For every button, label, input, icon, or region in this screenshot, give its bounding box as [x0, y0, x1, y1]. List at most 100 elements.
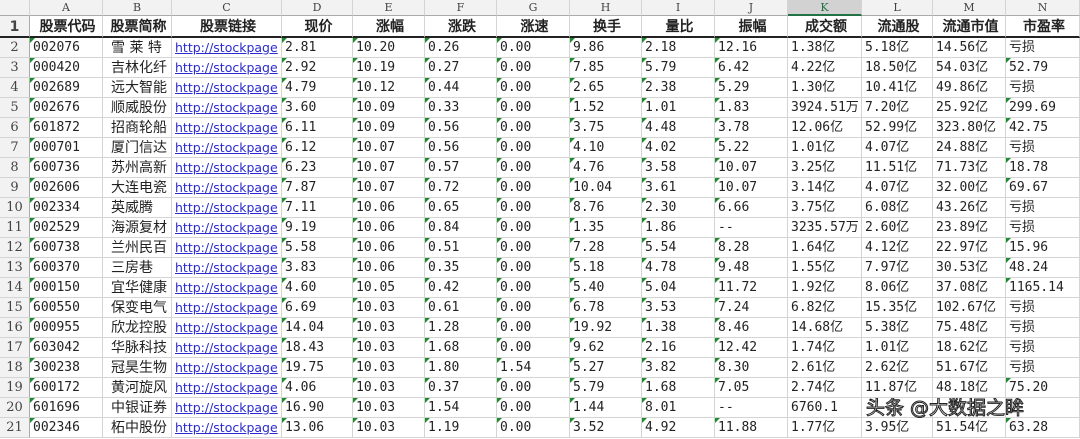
cell-I14[interactable]: 5.04	[642, 278, 715, 298]
cell-G18[interactable]: 1.54	[497, 358, 570, 378]
stock-link[interactable]: http://stockpage	[172, 58, 282, 78]
cell-G5[interactable]: 0.00	[497, 98, 570, 118]
column-header-L[interactable]: L	[862, 0, 933, 16]
cell-E5[interactable]: 10.09	[353, 98, 425, 118]
stock-link[interactable]: http://stockpage	[172, 258, 282, 278]
row-header-16[interactable]: 16	[0, 318, 30, 338]
cell-M7[interactable]: 24.88亿	[933, 138, 1006, 158]
cell-B17[interactable]: 华脉科技	[103, 338, 172, 358]
cell-N9[interactable]: 69.67	[1006, 178, 1080, 198]
cell-M21[interactable]: 51.54亿	[933, 418, 1006, 438]
cell-H2[interactable]: 9.86	[570, 38, 642, 58]
cell-G9[interactable]: 0.00	[497, 178, 570, 198]
cell-F7[interactable]: 0.56	[425, 138, 497, 158]
cell-F20[interactable]: 1.54	[425, 398, 497, 418]
cell-D10[interactable]: 7.11	[282, 198, 353, 218]
cell-D3[interactable]: 2.92	[282, 58, 353, 78]
cell-F13[interactable]: 0.35	[425, 258, 497, 278]
cell-N14[interactable]: 1165.14	[1006, 278, 1080, 298]
cell-B4[interactable]: 远大智能	[103, 78, 172, 98]
cell-D20[interactable]: 16.90	[282, 398, 353, 418]
cell-E2[interactable]: 10.20	[353, 38, 425, 58]
cell-K3[interactable]: 4.22亿	[788, 58, 862, 78]
stock-link[interactable]: http://stockpage	[172, 198, 282, 218]
cell-M3[interactable]: 54.03亿	[933, 58, 1006, 78]
cell-F18[interactable]: 1.80	[425, 358, 497, 378]
column-header-J[interactable]: J	[715, 0, 788, 16]
row-header-8[interactable]: 8	[0, 158, 30, 178]
stock-link[interactable]: http://stockpage	[172, 278, 282, 298]
cell-B20[interactable]: 中银证券	[103, 398, 172, 418]
cell-F6[interactable]: 0.56	[425, 118, 497, 138]
cell-L10[interactable]: 6.08亿	[862, 198, 933, 218]
cell-K16[interactable]: 14.68亿	[788, 318, 862, 338]
column-header-F[interactable]: F	[425, 0, 497, 16]
cell-B15[interactable]: 保变电气	[103, 298, 172, 318]
header-cell-E[interactable]: 涨幅	[353, 16, 425, 38]
row-header-17[interactable]: 17	[0, 338, 30, 358]
cell-N18[interactable]: 亏损	[1006, 358, 1080, 378]
cell-D17[interactable]: 18.43	[282, 338, 353, 358]
cell-I10[interactable]: 2.30	[642, 198, 715, 218]
row-header-12[interactable]: 12	[0, 238, 30, 258]
cell-N11[interactable]: 亏损	[1006, 218, 1080, 238]
column-header-K[interactable]: K	[788, 0, 862, 16]
cell-H8[interactable]: 4.76	[570, 158, 642, 178]
header-cell-N[interactable]: 市盈率	[1006, 16, 1080, 38]
cell-M4[interactable]: 49.86亿	[933, 78, 1006, 98]
cell-B14[interactable]: 宜华健康	[103, 278, 172, 298]
cell-E8[interactable]: 10.07	[353, 158, 425, 178]
row-header-20[interactable]: 20	[0, 398, 30, 418]
cell-E11[interactable]: 10.06	[353, 218, 425, 238]
cell-B2[interactable]: 雪 莱 特	[103, 38, 172, 58]
row-header-11[interactable]: 11	[0, 218, 30, 238]
cell-A3[interactable]: 000420	[30, 58, 103, 78]
cell-K9[interactable]: 3.14亿	[788, 178, 862, 198]
row-header-13[interactable]: 13	[0, 258, 30, 278]
cell-E17[interactable]: 10.03	[353, 338, 425, 358]
cell-N17[interactable]: 亏损	[1006, 338, 1080, 358]
cell-K6[interactable]: 12.06亿	[788, 118, 862, 138]
header-cell-F[interactable]: 涨跌	[425, 16, 497, 38]
cell-B16[interactable]: 欣龙控股	[103, 318, 172, 338]
cell-K7[interactable]: 1.01亿	[788, 138, 862, 158]
cell-M11[interactable]: 23.89亿	[933, 218, 1006, 238]
cell-E7[interactable]: 10.07	[353, 138, 425, 158]
cell-A14[interactable]: 000150	[30, 278, 103, 298]
cell-B12[interactable]: 兰州民百	[103, 238, 172, 258]
row-header-4[interactable]: 4	[0, 78, 30, 98]
cell-G13[interactable]: 0.00	[497, 258, 570, 278]
cell-L5[interactable]: 7.20亿	[862, 98, 933, 118]
cell-M5[interactable]: 25.92亿	[933, 98, 1006, 118]
cell-H10[interactable]: 8.76	[570, 198, 642, 218]
cell-L12[interactable]: 4.12亿	[862, 238, 933, 258]
cell-L7[interactable]: 4.07亿	[862, 138, 933, 158]
cell-A7[interactable]: 000701	[30, 138, 103, 158]
cell-B11[interactable]: 海源复材	[103, 218, 172, 238]
cell-J13[interactable]: 9.48	[715, 258, 788, 278]
cell-L3[interactable]: 18.50亿	[862, 58, 933, 78]
cell-K14[interactable]: 1.92亿	[788, 278, 862, 298]
cell-F11[interactable]: 0.84	[425, 218, 497, 238]
cell-K21[interactable]: 1.77亿	[788, 418, 862, 438]
cell-G21[interactable]: 0.00	[497, 418, 570, 438]
cell-M12[interactable]: 22.97亿	[933, 238, 1006, 258]
cell-F8[interactable]: 0.57	[425, 158, 497, 178]
cell-B18[interactable]: 冠昊生物	[103, 358, 172, 378]
cell-A6[interactable]: 601872	[30, 118, 103, 138]
cell-E9[interactable]: 10.07	[353, 178, 425, 198]
cell-G8[interactable]: 0.00	[497, 158, 570, 178]
cell-F4[interactable]: 0.44	[425, 78, 497, 98]
cell-A13[interactable]: 600370	[30, 258, 103, 278]
cell-M6[interactable]: 323.80亿	[933, 118, 1006, 138]
cell-K12[interactable]: 1.64亿	[788, 238, 862, 258]
cell-N5[interactable]: 299.69	[1006, 98, 1080, 118]
cell-E4[interactable]: 10.12	[353, 78, 425, 98]
cell-J8[interactable]: 10.07	[715, 158, 788, 178]
header-cell-J[interactable]: 振幅	[715, 16, 788, 38]
cell-M2[interactable]: 14.56亿	[933, 38, 1006, 58]
cell-D5[interactable]: 3.60	[282, 98, 353, 118]
cell-J3[interactable]: 6.42	[715, 58, 788, 78]
cell-N7[interactable]: 亏损	[1006, 138, 1080, 158]
cell-B7[interactable]: 厦门信达	[103, 138, 172, 158]
